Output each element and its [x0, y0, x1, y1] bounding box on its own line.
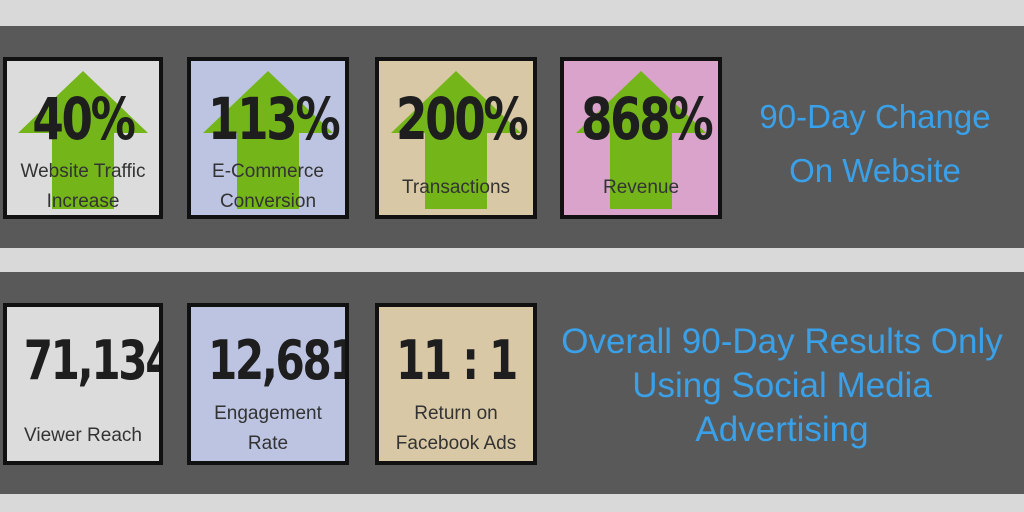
stat-value: 113% [207, 85, 341, 153]
headline-line: 90-Day Change [759, 98, 991, 135]
stat-card-revenue: 868% Revenue [560, 57, 722, 219]
stat-card-website-traffic: 40% Website Traffic Increase [3, 57, 163, 219]
headline-line: Overall 90-Day Results Only [561, 322, 1003, 361]
stat-label-line2: Conversion [219, 191, 317, 212]
stat-card-viewer-reach: 71,134 Viewer Reach [3, 303, 163, 465]
headline-90-day-change: 90-Day Change On Website [740, 90, 1010, 198]
stat-value: 12,681 [207, 329, 349, 392]
stat-value: 11 : 1 [395, 329, 518, 392]
stat-value: 200% [395, 85, 529, 153]
stat-label-line1: E-Commerce [212, 161, 324, 182]
headline-line: On Website [789, 152, 961, 189]
up-arrow-icon [391, 71, 521, 209]
stat-card-engagement-rate: 12,681 Engagement Rate [187, 303, 349, 465]
up-arrow-icon [576, 71, 706, 209]
up-arrow-icon [18, 71, 148, 209]
up-arrow-icon [203, 71, 333, 209]
stat-label-line1: Transactions [401, 177, 511, 198]
stat-label-line1: Revenue [602, 177, 680, 198]
stat-value: 868% [580, 85, 714, 153]
stat-label-line1: Viewer Reach [24, 425, 142, 446]
stat-label-line2: Increase [46, 191, 120, 212]
stat-label-line2: Facebook Ads [395, 433, 517, 454]
stat-label-line1: Website Traffic [20, 161, 146, 182]
headline-line: Advertising [695, 410, 869, 449]
headline-overall-results: Overall 90-Day Results Only Using Social… [552, 320, 1012, 452]
headline-line: Using Social Media [632, 366, 932, 405]
stat-value: 40% [32, 85, 136, 153]
stat-card-transactions: 200% Transactions [375, 57, 537, 219]
stat-card-ecommerce-conversion: 113% E-Commerce Conversion [187, 57, 349, 219]
stat-label-line1: Engagement [214, 403, 322, 424]
stat-card-facebook-ads-return: 11 : 1 Return on Facebook Ads [375, 303, 537, 465]
stat-label-line2: Rate [247, 433, 289, 454]
stat-value: 71,134 [23, 329, 163, 392]
stat-label-line1: Return on [414, 403, 498, 424]
